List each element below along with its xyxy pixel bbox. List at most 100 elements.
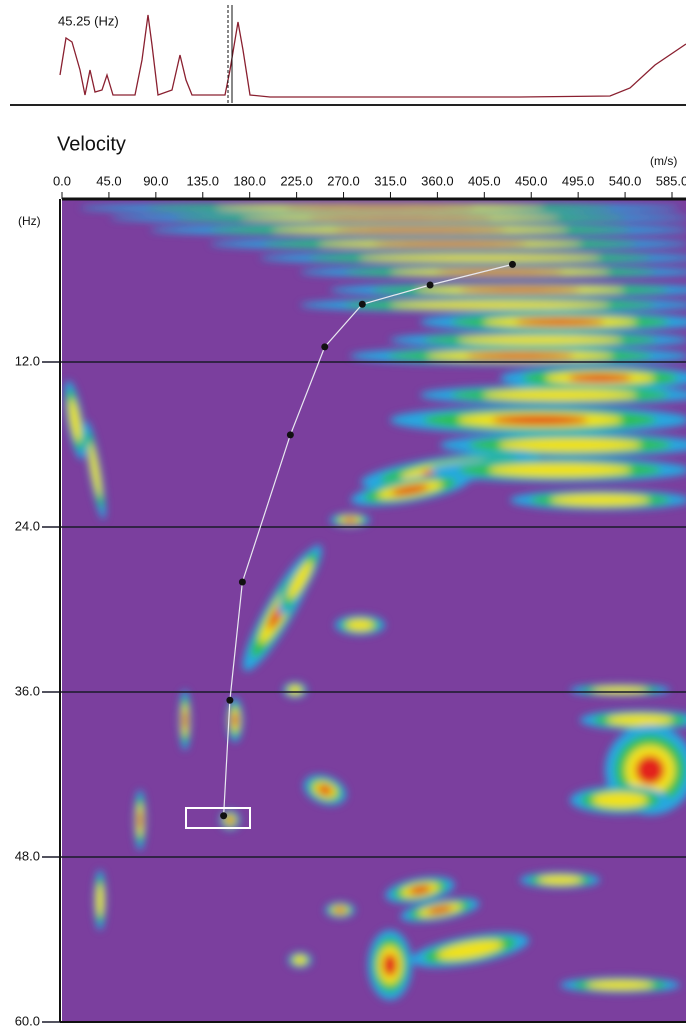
chart-title: Velocity: [57, 133, 126, 155]
picked-point: [321, 343, 329, 351]
x-tick-label: 585.0: [656, 173, 686, 188]
heat-level: [382, 953, 398, 977]
heat-level: [307, 216, 493, 220]
heat-blob: [420, 385, 686, 405]
y-tick-label: 24.0: [15, 518, 40, 533]
heat-level: [335, 907, 345, 913]
heat-blob: [260, 252, 686, 264]
x-tick-label: 135.0: [186, 173, 219, 188]
plot-layer: 0.0 45.0 90.0 135.0 180.0 225.0 270.0 315.0 360.…: [15, 173, 686, 1028]
heat-blob: [288, 952, 312, 968]
heat-level: [288, 560, 312, 600]
heat-blob: [227, 698, 243, 742]
x-tick-label: 450.0: [515, 173, 548, 188]
y-tick-label: 36.0: [15, 683, 40, 698]
selection-box: [185, 807, 251, 829]
picked-point: [220, 812, 228, 820]
heat-level: [343, 517, 357, 523]
heat-blob: [300, 298, 686, 312]
picked-point: [238, 578, 246, 586]
heat-level: [183, 710, 187, 730]
heat-blob: [420, 312, 686, 332]
heat-level: [498, 438, 642, 452]
x-tick-label: 495.0: [562, 173, 595, 188]
heat-blob: [430, 458, 686, 482]
y-unit: (Hz): [18, 214, 41, 228]
heat-blob: [570, 684, 670, 696]
heat-blob: [110, 213, 686, 223]
heat-level: [293, 955, 307, 965]
heat-level: [492, 415, 588, 425]
heat-level: [284, 206, 476, 210]
heat-blob: [560, 977, 680, 993]
heat-level: [390, 301, 610, 309]
heat-blob: [335, 615, 385, 635]
heat-level: [408, 885, 432, 895]
heat-level: [592, 792, 648, 808]
heat-blob: [390, 332, 686, 348]
picked-point: [286, 431, 294, 439]
picked-point: [508, 260, 516, 268]
spectrum-line: [59, 14, 686, 98]
x-tick-label: 45.0: [96, 173, 121, 188]
heat-level: [288, 685, 302, 695]
x-tick-label: 270.0: [327, 173, 360, 188]
heat-level: [607, 714, 673, 726]
spectrum-label: 45.25 (Hz): [58, 13, 119, 28]
heat-blob: [390, 406, 686, 434]
x-tick-label: 180.0: [233, 173, 266, 188]
heat-blob: [350, 474, 470, 506]
x-tick-label: 225.0: [280, 173, 313, 188]
heat-blob: [303, 774, 347, 806]
heat-blob: [330, 283, 686, 297]
heat-blob: [400, 897, 480, 923]
heat-blob: [368, 930, 412, 1000]
heat-blob: [440, 433, 686, 457]
heat-blob: [80, 203, 680, 213]
x-tick-label: 90.0: [143, 173, 168, 188]
y-tick-label: 12.0: [15, 353, 40, 368]
heat-blob: [410, 932, 530, 968]
x-tick-label: 405.0: [468, 173, 501, 188]
heat-level: [318, 785, 332, 795]
heat-level: [483, 389, 637, 401]
heat-blob: [210, 238, 686, 250]
heat-blob: [350, 347, 686, 365]
x-unit: (m/s): [650, 154, 677, 168]
heat-blob: [150, 224, 686, 236]
heat-level: [488, 463, 632, 477]
heat-blob: [570, 786, 670, 814]
heat-level: [437, 940, 503, 960]
picked-point: [426, 281, 434, 289]
heat-level: [550, 494, 650, 506]
heat-level: [538, 875, 582, 885]
heat-blob: [510, 490, 686, 510]
heat-level: [373, 242, 527, 246]
heat-level: [138, 810, 142, 830]
y-tick-label: 60.0: [15, 1013, 40, 1028]
heat-level: [465, 353, 575, 359]
heat-blob: [84, 420, 106, 520]
heat-blob: [580, 710, 686, 730]
heat-level: [459, 287, 581, 293]
heat-level: [457, 335, 623, 345]
x-tick-label: 540.0: [609, 173, 642, 188]
heat-blob: [283, 682, 307, 698]
heat-blob: [134, 790, 146, 850]
heatmap: [64, 203, 686, 1000]
heat-level: [96, 883, 104, 917]
heat-level: [635, 755, 665, 785]
picked-point: [358, 300, 366, 308]
x-tick-label: 315.0: [374, 173, 407, 188]
x-tick-label: 0.0: [53, 173, 71, 188]
heat-level: [568, 374, 632, 382]
heat-blob: [325, 902, 355, 918]
heat-level: [515, 318, 605, 326]
heat-blob: [94, 870, 106, 930]
y-tick-label: 48.0: [15, 848, 40, 863]
heat-level: [89, 442, 101, 498]
heat-level: [69, 398, 81, 442]
heat-blob: [520, 872, 600, 888]
heat-blob: [330, 513, 370, 527]
